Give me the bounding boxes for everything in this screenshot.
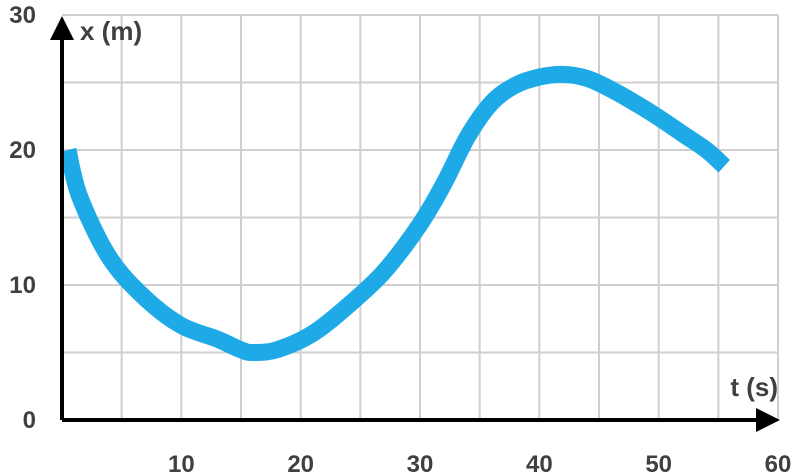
x-tick-label: 60 bbox=[765, 451, 792, 476]
y-axis-title: x (m) bbox=[80, 16, 142, 46]
x-tick-label: 40 bbox=[526, 451, 553, 476]
axes bbox=[50, 16, 780, 432]
x-tick-label: 50 bbox=[645, 451, 672, 476]
tick-labels: 10 20 30 40 50 60 0 10 20 30 bbox=[9, 2, 791, 476]
x-axis-title: t (s) bbox=[730, 372, 778, 402]
x-tick-label: 10 bbox=[168, 451, 195, 476]
position-curve bbox=[59, 65, 731, 362]
y-tick-label: 30 bbox=[9, 2, 36, 29]
x-tick-label: 30 bbox=[407, 451, 434, 476]
y-tick-label: 10 bbox=[9, 272, 36, 299]
data-series bbox=[59, 65, 731, 362]
y-tick-label: 0 bbox=[23, 407, 36, 434]
x-tick-label: 20 bbox=[287, 451, 314, 476]
y-tick-label: 20 bbox=[9, 137, 36, 164]
grid bbox=[62, 14, 779, 420]
